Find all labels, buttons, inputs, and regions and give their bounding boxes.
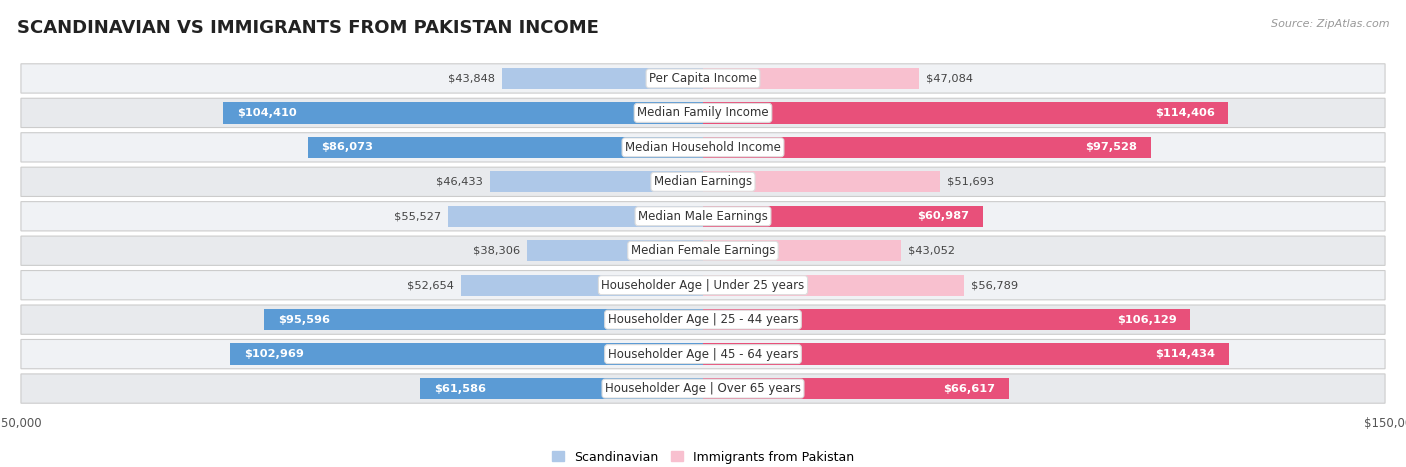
- Bar: [502, 68, 703, 89]
- Text: $43,052: $43,052: [908, 246, 955, 256]
- Text: Householder Age | 25 - 44 years: Householder Age | 25 - 44 years: [607, 313, 799, 326]
- FancyBboxPatch shape: [21, 236, 1385, 265]
- Text: SCANDINAVIAN VS IMMIGRANTS FROM PAKISTAN INCOME: SCANDINAVIAN VS IMMIGRANTS FROM PAKISTAN…: [17, 19, 599, 37]
- Bar: [703, 309, 1191, 330]
- Text: $97,528: $97,528: [1085, 142, 1137, 152]
- FancyBboxPatch shape: [21, 340, 1385, 369]
- Bar: [449, 205, 703, 227]
- Text: $60,987: $60,987: [917, 211, 969, 221]
- Text: $95,596: $95,596: [278, 315, 330, 325]
- FancyBboxPatch shape: [21, 374, 1385, 403]
- Text: Median Earnings: Median Earnings: [654, 175, 752, 188]
- Bar: [703, 102, 1229, 124]
- Text: $114,434: $114,434: [1154, 349, 1215, 359]
- Text: $106,129: $106,129: [1116, 315, 1177, 325]
- Text: $66,617: $66,617: [943, 383, 995, 394]
- Bar: [308, 137, 703, 158]
- Text: Median Family Income: Median Family Income: [637, 106, 769, 120]
- Text: $114,406: $114,406: [1154, 108, 1215, 118]
- Text: $38,306: $38,306: [472, 246, 520, 256]
- Text: $51,693: $51,693: [948, 177, 994, 187]
- Text: $52,654: $52,654: [408, 280, 454, 290]
- Text: Per Capita Income: Per Capita Income: [650, 72, 756, 85]
- Bar: [461, 275, 703, 296]
- Bar: [527, 240, 703, 262]
- Bar: [703, 240, 901, 262]
- Text: $61,586: $61,586: [434, 383, 486, 394]
- Text: $104,410: $104,410: [238, 108, 297, 118]
- Text: $46,433: $46,433: [436, 177, 482, 187]
- Bar: [264, 309, 703, 330]
- Bar: [703, 343, 1229, 365]
- Bar: [489, 171, 703, 192]
- Text: Householder Age | 45 - 64 years: Householder Age | 45 - 64 years: [607, 347, 799, 361]
- Legend: Scandinavian, Immigrants from Pakistan: Scandinavian, Immigrants from Pakistan: [547, 446, 859, 467]
- Text: $56,789: $56,789: [970, 280, 1018, 290]
- Text: $102,969: $102,969: [243, 349, 304, 359]
- FancyBboxPatch shape: [21, 202, 1385, 231]
- FancyBboxPatch shape: [21, 133, 1385, 162]
- Text: $43,848: $43,848: [447, 73, 495, 84]
- Bar: [703, 378, 1010, 399]
- Bar: [224, 102, 703, 124]
- Text: $47,084: $47,084: [927, 73, 973, 84]
- Bar: [703, 171, 941, 192]
- FancyBboxPatch shape: [21, 64, 1385, 93]
- Bar: [703, 275, 965, 296]
- Text: Householder Age | Under 25 years: Householder Age | Under 25 years: [602, 279, 804, 292]
- Text: $86,073: $86,073: [322, 142, 374, 152]
- Bar: [231, 343, 703, 365]
- Bar: [703, 68, 920, 89]
- Bar: [703, 205, 983, 227]
- Bar: [420, 378, 703, 399]
- Text: Source: ZipAtlas.com: Source: ZipAtlas.com: [1271, 19, 1389, 28]
- Text: Median Household Income: Median Household Income: [626, 141, 780, 154]
- Text: Median Male Earnings: Median Male Earnings: [638, 210, 768, 223]
- Text: $55,527: $55,527: [394, 211, 441, 221]
- FancyBboxPatch shape: [21, 305, 1385, 334]
- Text: Median Female Earnings: Median Female Earnings: [631, 244, 775, 257]
- FancyBboxPatch shape: [21, 270, 1385, 300]
- FancyBboxPatch shape: [21, 167, 1385, 197]
- Text: Householder Age | Over 65 years: Householder Age | Over 65 years: [605, 382, 801, 395]
- FancyBboxPatch shape: [21, 98, 1385, 127]
- Bar: [703, 137, 1152, 158]
